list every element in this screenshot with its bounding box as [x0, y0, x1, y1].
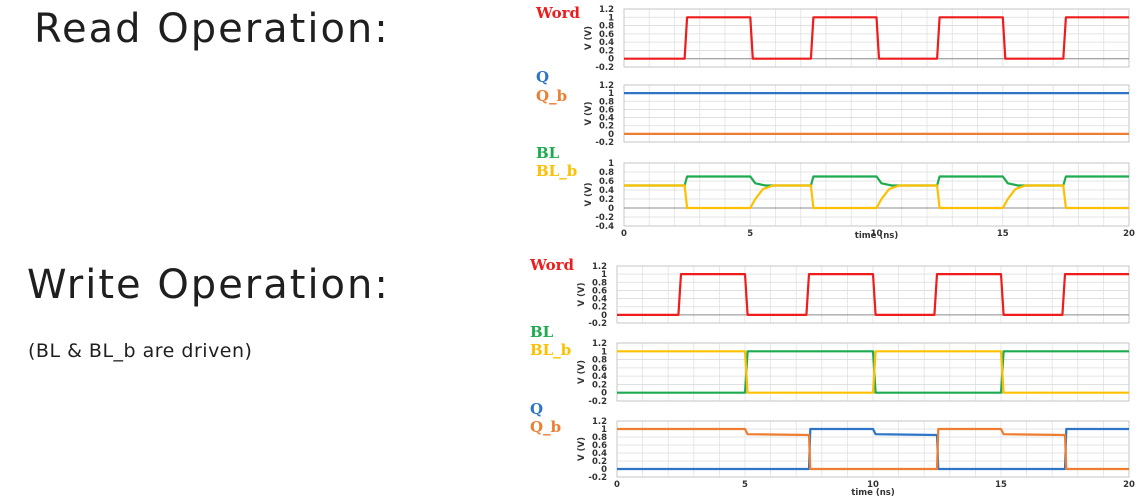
y-tick-label: 0.4: [592, 372, 607, 382]
y-tick-label: 0.4: [599, 38, 614, 48]
y-tick-label: 1: [608, 13, 614, 23]
y-tick-label: 0.2: [599, 122, 614, 132]
y-tick-label: -0.2: [595, 213, 614, 223]
chart-write-word: -0.200.20.40.60.811.2 V (V)Word: [529, 256, 1130, 329]
y-tick-label: 1.2: [599, 5, 614, 15]
x-tick-label: 0: [621, 229, 627, 239]
y-tick-label: 1: [608, 159, 614, 169]
series-label-bl_b: BL_b: [530, 341, 571, 359]
chart-read-word: -0.200.20.40.60.811.2 V (V)Word: [535, 4, 1130, 73]
y-axis-label: V (V): [577, 282, 587, 306]
x-tick-label: 20: [1123, 480, 1135, 490]
series-line-q_b: [617, 427, 1129, 471]
series-line-word: [624, 16, 1129, 60]
chart-read-q: -0.200.20.40.60.811.2 V (V) QQ_b: [536, 68, 1130, 148]
x-tick-label: 10: [867, 480, 879, 490]
series-label-bl: BL: [536, 144, 560, 162]
y-tick-label: 0: [601, 311, 607, 321]
plot-frame: [616, 342, 1130, 402]
y-tick-label: 0.2: [599, 46, 614, 56]
y-axis-label: V (V): [584, 101, 594, 125]
y-tick-label: 1.2: [599, 81, 614, 91]
write-operation-note: (BL & BL_b are driven): [28, 340, 253, 362]
y-tick-label: 0.4: [592, 295, 607, 305]
series-label-bl: BL: [530, 323, 554, 341]
plot-frame: [623, 8, 1130, 68]
plot-frame: [623, 84, 1130, 143]
series-label-q_b: Q_b: [530, 418, 561, 436]
y-tick-label: 0.6: [599, 177, 614, 187]
y-tick-label: 0: [608, 204, 614, 214]
y-tick-label: -0.4: [595, 222, 614, 232]
x-tick-label: 5: [747, 229, 753, 239]
y-tick-label: 0.6: [592, 364, 607, 374]
y-tick-label: 0: [601, 389, 607, 399]
y-tick-label: 0.2: [592, 457, 607, 467]
y-axis-label: V (V): [584, 182, 594, 206]
y-tick-label: 0.2: [599, 195, 614, 205]
read-operation-heading: Read Operation:: [34, 6, 390, 52]
series-label-q: Q: [530, 400, 543, 418]
series-line-bl_b: [624, 184, 1129, 210]
y-tick-label: 0.4: [592, 449, 607, 459]
series-label-bl_b: BL_b: [536, 162, 577, 180]
x-tick-label: 15: [997, 229, 1009, 239]
y-axis-label: V (V): [577, 437, 587, 461]
y-axis-label: V (V): [577, 360, 587, 384]
series-label-q_b: Q_b: [536, 87, 567, 105]
y-tick-label: -0.2: [588, 319, 607, 329]
x-tick-label: 10: [871, 229, 883, 239]
x-tick-label: 20: [1123, 229, 1135, 239]
series-label-q: Q: [536, 68, 549, 86]
y-tick-label: 0.4: [599, 186, 614, 196]
y-tick-label: 0.2: [592, 380, 607, 390]
y-axis-label: V (V): [584, 26, 594, 50]
y-tick-label: 0.8: [599, 22, 614, 32]
y-tick-label: 0: [608, 130, 614, 140]
x-axis-label: time (ns): [851, 488, 895, 498]
x-tick-label: 15: [995, 480, 1007, 490]
y-tick-label: 0.2: [592, 303, 607, 313]
y-tick-label: 0.6: [599, 105, 614, 115]
chart-read-bl: -0.4-0.200.20.40.60.81V (V)0 5 10 15 20time …: [536, 144, 1135, 241]
y-tick-label: 1.2: [592, 339, 607, 349]
y-tick-label: -0.2: [588, 473, 607, 483]
y-tick-label: 0.8: [592, 433, 607, 443]
y-tick-label: 0: [608, 55, 614, 65]
y-tick-label: 1: [601, 347, 607, 357]
y-tick-label: 0.6: [592, 286, 607, 296]
plot-frame: [616, 420, 1130, 478]
series-line-bl: [624, 175, 1129, 187]
x-tick-label: 0: [614, 480, 620, 490]
y-tick-label: 1.2: [592, 262, 607, 272]
y-tick-label: 0.6: [599, 30, 614, 40]
y-tick-label: 0: [601, 465, 607, 475]
y-tick-label: 1: [601, 425, 607, 435]
plot-frame: [623, 162, 1130, 227]
series-label-word: Word: [535, 4, 581, 22]
write-operation-heading: Write Operation:: [27, 262, 390, 308]
y-tick-label: 1: [601, 270, 607, 280]
y-tick-label: -0.2: [588, 397, 607, 407]
series-line-word: [617, 273, 1129, 316]
y-tick-label: 0.8: [599, 168, 614, 178]
y-tick-label: 0.8: [592, 278, 607, 288]
x-tick-label: 5: [742, 480, 748, 490]
y-tick-label: 0.8: [599, 97, 614, 107]
y-tick-label: 0.6: [592, 441, 607, 451]
y-tick-label: 0.4: [599, 114, 614, 124]
y-tick-label: 0.8: [592, 356, 607, 366]
y-tick-label: 1: [608, 89, 614, 99]
plot-frame: [616, 265, 1130, 324]
x-axis-label: time (ns): [855, 231, 899, 241]
y-tick-label: -0.2: [595, 138, 614, 148]
series-line-bl_b: [617, 350, 1129, 394]
series-label-word: Word: [529, 256, 575, 274]
y-tick-label: 1.2: [592, 417, 607, 427]
y-tick-label: -0.2: [595, 63, 614, 73]
